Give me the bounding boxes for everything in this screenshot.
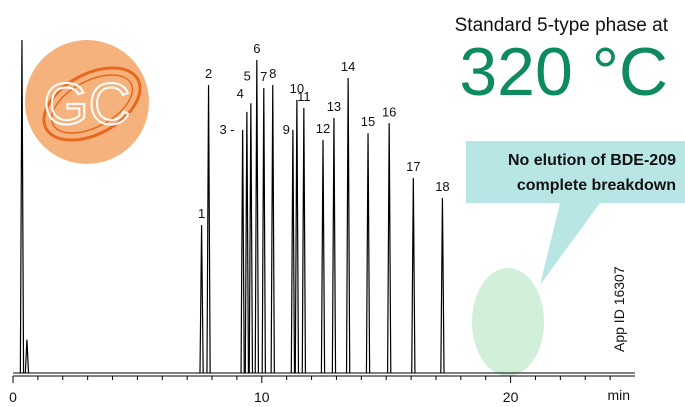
peak xyxy=(290,129,296,374)
peak xyxy=(440,197,445,374)
peak xyxy=(199,225,204,374)
x-axis-label: min xyxy=(607,387,630,403)
callout-text: No elution of BDE-209 xyxy=(508,152,676,169)
peak xyxy=(261,87,266,374)
peak-label: 1 xyxy=(198,206,205,221)
peak-label: 13 xyxy=(327,99,341,114)
peak-label: 16 xyxy=(382,104,396,119)
app-id: App ID 16307 xyxy=(611,266,627,352)
peak xyxy=(345,77,351,374)
peak xyxy=(206,84,211,374)
peak xyxy=(386,123,392,374)
logo-text: GC xyxy=(44,72,131,137)
x-tick-label: 0 xyxy=(9,389,17,405)
callout-text: complete breakdown xyxy=(517,177,676,194)
peak xyxy=(248,103,254,374)
peak-label: 9 xyxy=(283,122,290,137)
peak-label: 2 xyxy=(205,66,212,81)
subtitle: 320 °C xyxy=(459,34,668,110)
peak xyxy=(19,39,25,374)
peak-label: 18 xyxy=(435,179,449,194)
peak-label: 14 xyxy=(341,59,355,74)
peak-label: 12 xyxy=(316,121,330,136)
peak-label: 6 xyxy=(253,41,260,56)
peak xyxy=(254,59,260,374)
peak-label: 8 xyxy=(269,66,276,81)
peak xyxy=(320,139,326,374)
peak-label: 7 xyxy=(260,69,267,84)
x-tick-label: 20 xyxy=(503,389,519,405)
title: Standard 5-type phase at xyxy=(455,15,669,36)
peak xyxy=(240,129,245,374)
peak-label: 3 - xyxy=(219,122,234,137)
peak-label: 17 xyxy=(406,159,420,174)
peak xyxy=(365,133,371,374)
peak-label: 15 xyxy=(361,114,375,129)
no-elution-ellipse xyxy=(472,268,544,376)
peak-label: 5 xyxy=(244,68,251,83)
peak xyxy=(244,111,250,374)
peak xyxy=(270,84,275,374)
peak-label: 4 xyxy=(237,86,244,101)
peak xyxy=(24,339,30,374)
peak-label: 10 xyxy=(290,81,304,96)
callout-box xyxy=(466,141,685,203)
callout-pointer xyxy=(540,203,600,285)
peak xyxy=(294,99,300,374)
logo-circle xyxy=(25,40,149,164)
x-tick-label: 10 xyxy=(254,389,270,405)
peak xyxy=(331,117,337,374)
peak xyxy=(411,177,416,374)
logo-ring xyxy=(42,66,142,142)
peak xyxy=(301,107,307,374)
peak-label: 11 xyxy=(297,89,311,104)
